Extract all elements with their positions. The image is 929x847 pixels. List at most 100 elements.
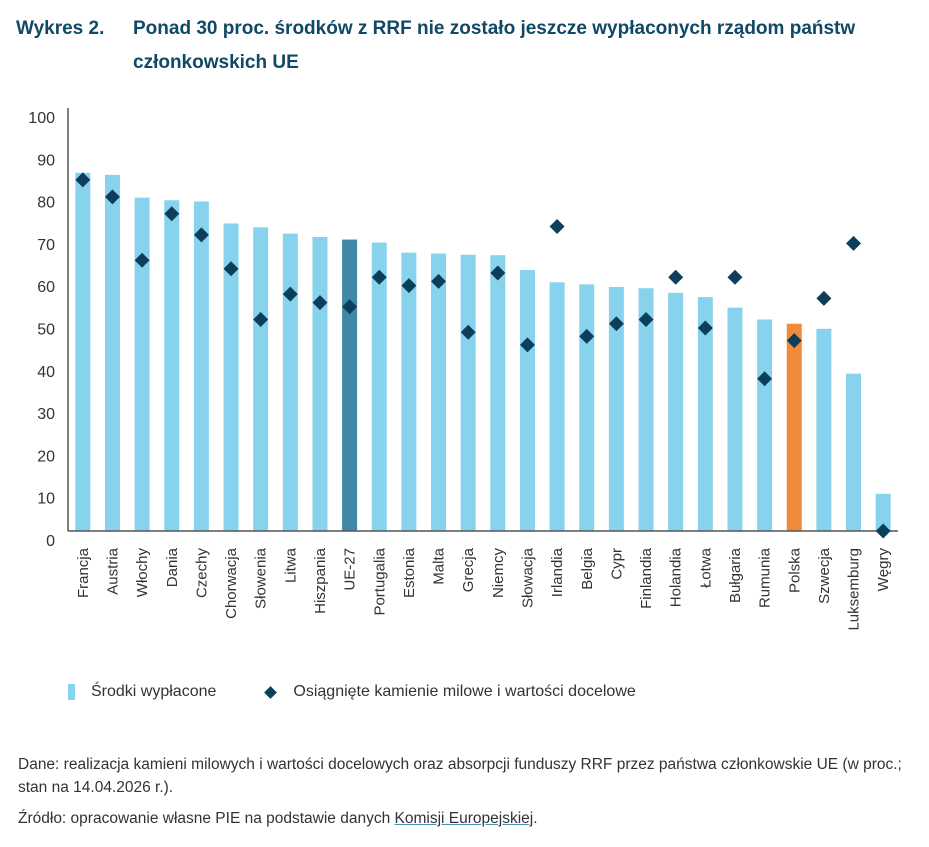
y-tick-label: 80 <box>37 195 55 212</box>
bar <box>134 197 150 531</box>
bar <box>608 286 624 531</box>
bar <box>223 223 239 531</box>
y-tick-label: 70 <box>37 237 55 254</box>
figure-label: Wykres 2. <box>16 18 105 39</box>
bar <box>371 242 387 532</box>
milestone-marker <box>134 252 150 268</box>
milestone-marker <box>668 269 684 285</box>
x-tick-label: UE-27 <box>342 548 359 591</box>
y-tick-label: 60 <box>37 279 55 296</box>
milestone-marker <box>816 290 832 306</box>
bar <box>164 200 180 532</box>
bar <box>460 254 476 531</box>
legend: Środki wypłacone Osiągnięte kamienie mil… <box>68 683 680 701</box>
bar <box>401 252 417 531</box>
diamond-icon <box>264 685 278 699</box>
bar <box>579 284 595 531</box>
milestone-marker <box>164 206 180 222</box>
milestone-marker <box>342 299 358 315</box>
x-tick-label: Włochy <box>134 548 151 598</box>
x-tick-label: Grecja <box>460 547 477 592</box>
milestone-marker <box>193 227 209 243</box>
y-tick-label: 30 <box>37 406 55 423</box>
x-tick-label: Belgia <box>579 547 596 589</box>
bar <box>638 288 654 531</box>
x-tick-label: Łotwa <box>697 547 714 588</box>
bar <box>846 373 862 531</box>
milestone-marker <box>282 286 298 302</box>
bar-chart: 0 10 20 30 40 50 60 70 80 90 100 Francja Austria Włoc… <box>28 108 898 631</box>
x-tick-label: Bułgaria <box>727 547 744 603</box>
bar <box>786 323 802 531</box>
legend-diamond-label: Osiągnięte kamienie milowe i wartości do… <box>293 683 636 700</box>
legend-bar-label: Środki wypłacone <box>91 683 217 700</box>
x-tick-label: Szwecja <box>816 547 833 604</box>
bar <box>431 253 447 531</box>
bar <box>549 282 565 531</box>
bar <box>253 227 269 531</box>
milestone-marker <box>75 172 91 188</box>
y-tick-label: 0 <box>46 533 55 550</box>
milestone-marker <box>579 328 595 344</box>
x-tick-label: Cypr <box>608 548 625 580</box>
milestone-marker <box>786 333 802 349</box>
milestone-marker <box>401 278 417 294</box>
milestone-marker <box>875 523 891 539</box>
milestone-marker <box>460 324 476 340</box>
source-note: Źródło: opracowanie własne PIE na podsta… <box>18 807 918 830</box>
x-tick-label: Litwa <box>282 547 299 583</box>
milestone-marker <box>549 218 565 234</box>
x-tick-label: Luksemburg <box>846 548 863 631</box>
milestone-marker <box>223 261 239 277</box>
y-tick-label: 50 <box>37 322 55 339</box>
y-tick-label: 40 <box>37 364 55 381</box>
x-tick-label: Słowenia <box>253 547 270 609</box>
x-tick-label: Niemcy <box>490 548 507 599</box>
bar <box>75 172 91 531</box>
source-prefix: Źródło: opracowanie własne PIE na podsta… <box>18 810 395 827</box>
x-tick-label: Chorwacja <box>223 547 240 619</box>
x-tick-label: Holandia <box>668 547 685 607</box>
bar <box>697 297 713 531</box>
x-tick-label: Finlandia <box>638 547 655 609</box>
bar <box>816 328 832 531</box>
milestone-marker <box>519 337 535 353</box>
x-tick-label: Czechy <box>193 548 210 599</box>
x-tick-label: Portugalia <box>371 547 388 615</box>
y-tick-label: 100 <box>28 110 55 127</box>
bar <box>490 255 506 532</box>
footnotes: Dane: realizacja kamieni milowych i wart… <box>18 753 918 838</box>
milestone-marker <box>846 235 862 251</box>
bar <box>282 233 298 532</box>
milestone-marker <box>638 312 654 327</box>
bar <box>342 239 358 532</box>
legend-bar-swatch <box>68 684 75 700</box>
bar <box>312 237 328 531</box>
x-tick-label: Irlandia <box>549 547 566 597</box>
legend-item-diamonds: Osiągnięte kamienie milowe i wartości do… <box>260 683 636 701</box>
milestone-marker <box>727 269 743 285</box>
bar <box>757 319 773 531</box>
y-tick-label: 90 <box>37 152 55 169</box>
x-tick-label: Estonia <box>401 547 418 598</box>
legend-item-bars: Środki wypłacone <box>68 683 216 701</box>
bar <box>727 307 743 531</box>
y-tick-label: 20 <box>37 448 55 465</box>
milestone-marker <box>490 265 506 281</box>
x-tick-label: Francja <box>75 547 92 598</box>
x-tick-label: Węgry <box>875 548 892 592</box>
x-tick-label: Dania <box>164 547 181 587</box>
milestone-marker <box>697 320 713 336</box>
milestone-marker <box>312 295 328 311</box>
bar <box>519 270 535 531</box>
source-link[interactable]: Komisji Europejskiej <box>394 810 534 827</box>
milestone-marker <box>757 371 773 387</box>
figure-title: Ponad 30 proc. środków z RRF nie zostało… <box>133 18 856 73</box>
x-tick-label: Malta <box>431 547 448 584</box>
data-note: Dane: realizacja kamieni milowych i wart… <box>18 756 902 796</box>
y-tick-label: 10 <box>37 491 55 508</box>
milestone-marker <box>431 273 447 289</box>
milestone-marker <box>371 269 387 285</box>
x-tick-label: Austria <box>104 547 121 594</box>
x-tick-label: Słowacja <box>519 547 536 608</box>
